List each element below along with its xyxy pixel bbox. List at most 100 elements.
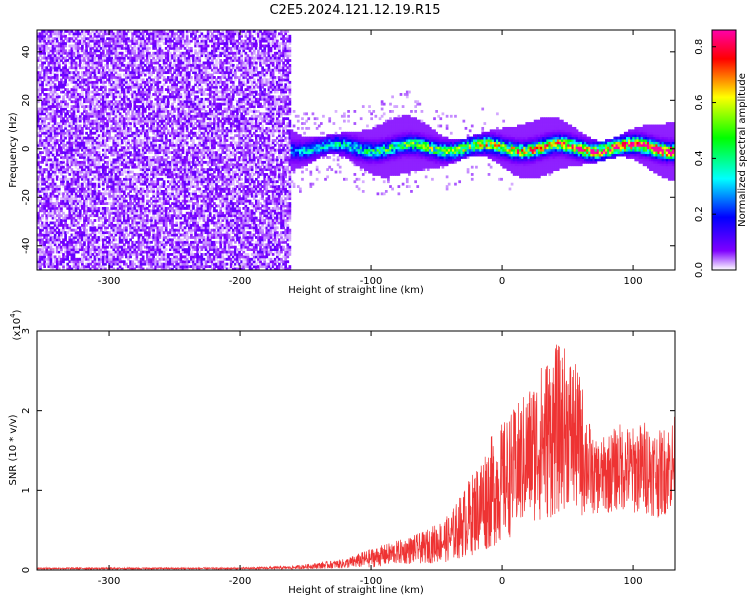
heatmap-cell: [125, 54, 128, 58]
heatmap-cell: [154, 39, 158, 43]
heatmap-cell: [150, 107, 153, 111]
heatmap-cell: [152, 146, 155, 150]
heatmap-cell: [93, 233, 97, 237]
heatmap-cell: [91, 248, 95, 251]
heatmap-cell: [47, 107, 51, 111]
heatmap-cell: [150, 54, 153, 58]
heatmap-cell: [160, 250, 164, 254]
heatmap-cell: [68, 190, 72, 193]
heatmap-cell: [162, 168, 166, 171]
heatmap-cell: [131, 114, 135, 118]
heatmap-cell: [76, 32, 80, 36]
heatmap-cell: [51, 231, 55, 235]
heatmap-cell: [104, 197, 107, 201]
heatmap-cell: [120, 100, 124, 104]
heatmap-cell: [83, 187, 86, 191]
heatmap-cell: [112, 245, 116, 249]
heatmap-cell: [57, 110, 61, 113]
heatmap-cell: [74, 250, 78, 254]
heatmap-cell: [156, 131, 160, 135]
heatmap-cell: [162, 129, 166, 133]
heatmap-cell: [156, 265, 160, 268]
heatmap-cell: [148, 95, 151, 99]
heatmap-cell: [169, 68, 172, 72]
heatmap-cell: [104, 160, 107, 164]
heatmap-cell: [146, 202, 149, 205]
heatmap-cell: [57, 221, 61, 225]
heatmap-cell: [156, 187, 160, 191]
heatmap-cell: [139, 228, 143, 232]
heatmap-cell: [87, 165, 91, 169]
heatmap-cell: [70, 221, 74, 225]
heatmap-cell: [108, 131, 111, 135]
heatmap-cell: [57, 146, 61, 150]
heatmap-cell: [45, 192, 49, 196]
heatmap-cell: [133, 216, 137, 220]
heatmap-cell: [162, 59, 166, 62]
heatmap-cell: [114, 83, 118, 87]
heatmap-cell: [150, 85, 153, 89]
heatmap-cell: [139, 134, 143, 138]
heatmap-cell: [169, 78, 172, 82]
heatmap-cell: [72, 63, 76, 67]
heatmap-cell: [81, 54, 84, 58]
heatmap-cell: [118, 112, 122, 116]
heatmap-cell: [164, 61, 168, 65]
heatmap-cell: [129, 153, 132, 157]
heatmap-cell: [68, 226, 72, 230]
heatmap-cell: [135, 228, 139, 232]
heatmap-cell: [118, 267, 122, 270]
heatmap-cell: [127, 182, 130, 186]
heatmap-cell: [95, 80, 99, 84]
heatmap-cell: [150, 63, 153, 67]
heatmap-cell: [114, 192, 118, 196]
heatmap-cell: [76, 129, 80, 133]
heatmap-cell: [143, 93, 147, 96]
heatmap-cell: [146, 39, 149, 43]
heatmap-cell: [150, 216, 153, 220]
heatmap-cell: [120, 182, 124, 186]
heatmap-cell: [156, 129, 160, 133]
heatmap-cell: [57, 153, 61, 157]
heatmap-cell: [89, 37, 93, 41]
heatmap-cell: [49, 192, 53, 196]
heatmap-cell: [83, 39, 86, 43]
heatmap-cell: [169, 66, 172, 70]
heatmap-cell: [76, 126, 80, 130]
heatmap-cell: [76, 119, 80, 123]
heatmap-cell: [74, 102, 78, 106]
heatmap-cell: [116, 160, 120, 164]
heatmap-cell: [110, 83, 114, 87]
heatmap-cell: [166, 156, 170, 159]
heatmap-cell: [160, 182, 164, 186]
heatmap-cell: [152, 136, 155, 140]
heatmap-cell: [51, 56, 55, 60]
heatmap-cell: [127, 61, 130, 65]
heatmap-cell: [47, 231, 51, 235]
heatmap-cell: [164, 248, 168, 251]
heatmap-cell: [148, 265, 151, 268]
heatmap-cell: [152, 211, 155, 215]
heatmap-cell: [89, 44, 93, 48]
heatmap-cell: [118, 265, 122, 268]
heatmap-cell: [41, 34, 44, 38]
heatmap-cell: [99, 143, 103, 147]
heatmap-cell: [89, 97, 93, 101]
heatmap-cell: [57, 44, 61, 48]
heatmap-cell: [146, 192, 149, 196]
heatmap-cell: [83, 192, 86, 196]
heatmap-cell: [150, 158, 153, 162]
heatmap-cell: [93, 163, 97, 167]
heatmap-cell: [162, 114, 166, 118]
heatmap-cell: [104, 231, 107, 235]
heatmap-cell: [116, 202, 120, 205]
heatmap-cell: [78, 102, 82, 106]
heatmap-cell: [169, 245, 172, 249]
heatmap-cell: [78, 243, 82, 247]
heatmap-cell: [97, 76, 101, 79]
heatmap-cell: [76, 170, 80, 174]
heatmap-cell: [164, 262, 168, 266]
heatmap-cell: [148, 90, 151, 94]
heatmap-cell: [74, 61, 78, 65]
heatmap-cell: [68, 114, 72, 118]
